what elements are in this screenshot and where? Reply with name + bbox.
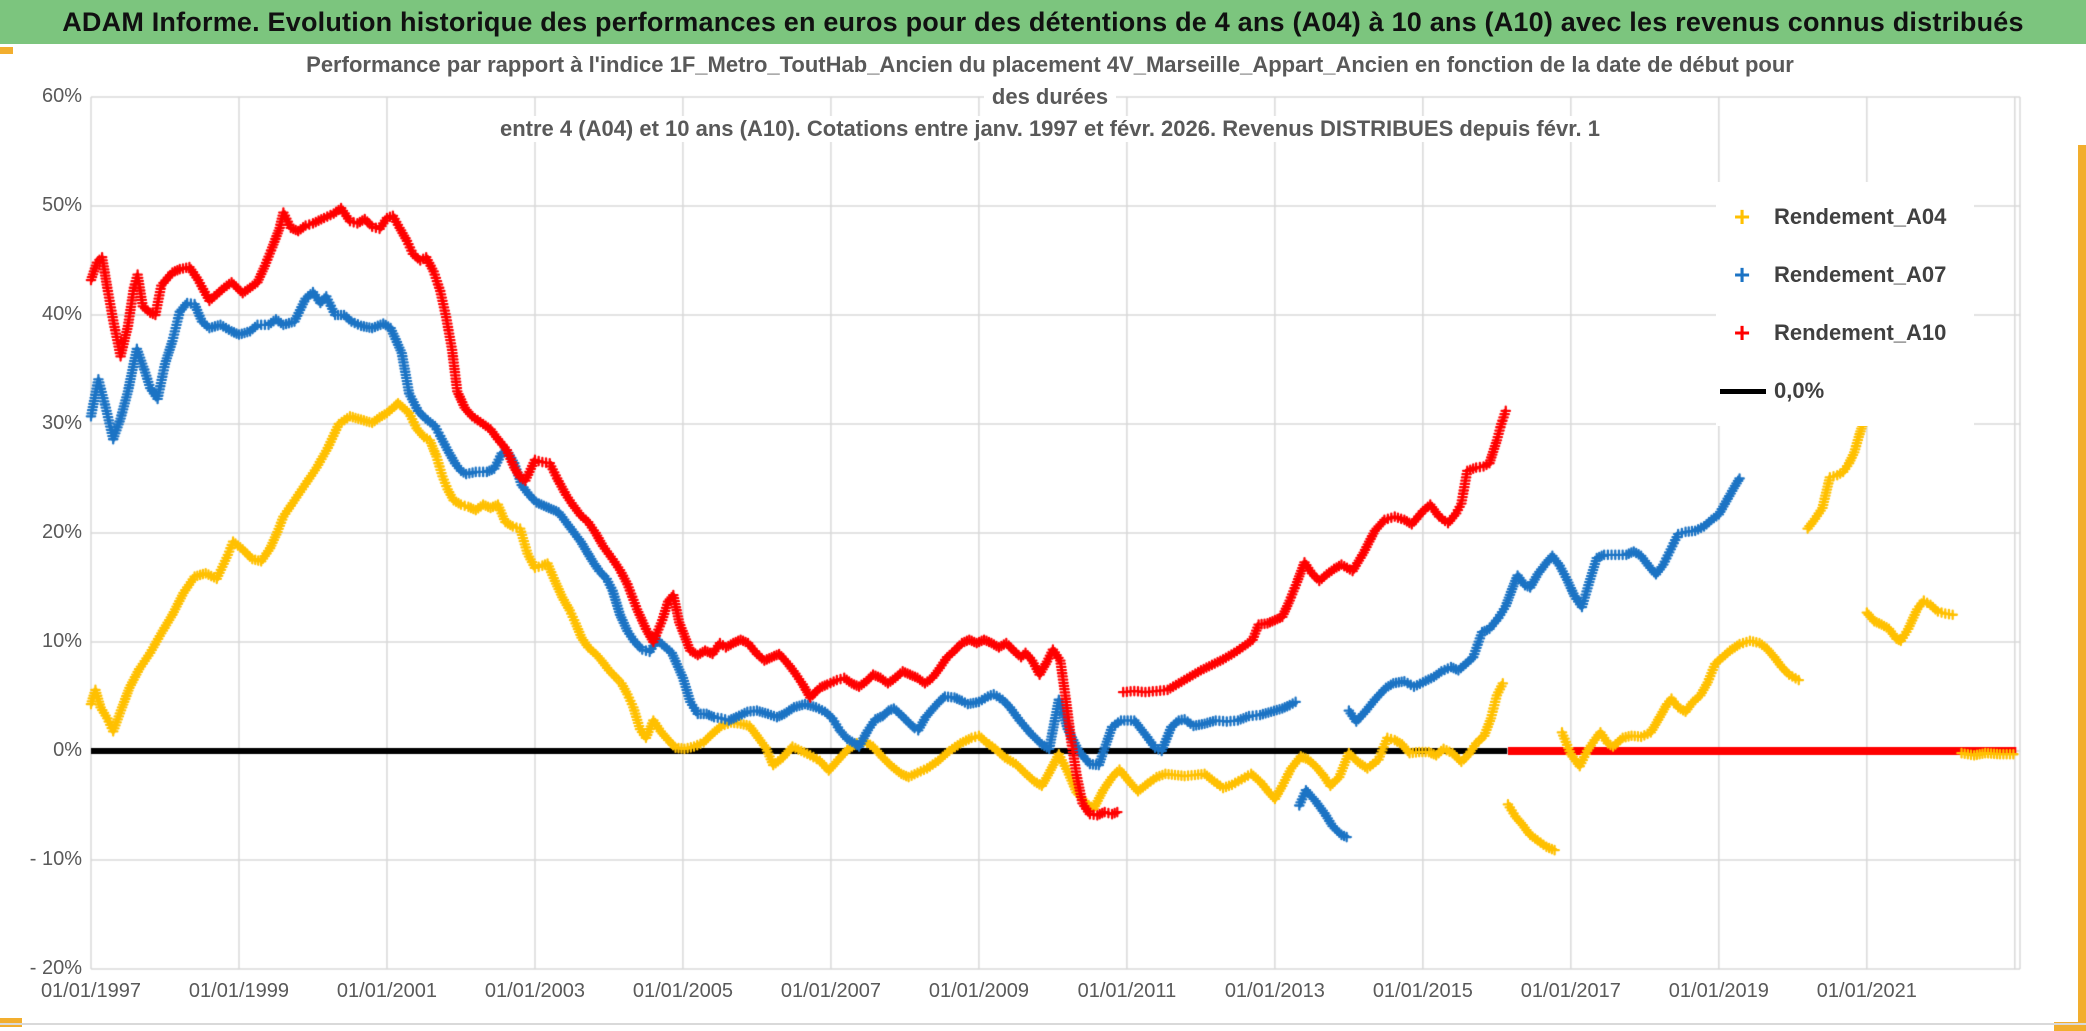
y-tick-label: - 10% [29,848,82,870]
legend-plus-marker-icon: + [1733,201,1751,232]
gold-border-bottom-right [2054,1022,2086,1031]
x-tick-label: 01/01/2013 [1224,980,1325,1002]
chart-title-line3: entre 4 (A04) et 10 ans (A10). Cotations… [150,116,1950,142]
window-bottom-edge [0,1023,2086,1025]
legend-label: Rendement_A04 [1774,204,1947,229]
y-tick-label: 30% [41,412,82,434]
legend-label: 0,0% [1774,378,1825,403]
legend-label: Rendement_A07 [1774,262,1947,287]
legend-plus-marker-icon: + [1733,317,1751,348]
x-tick-label: 01/01/1997 [40,980,142,1002]
legend-plus-marker-icon: + [1733,259,1751,290]
x-tick-label: 01/01/2019 [1668,980,1769,1002]
legend-item-0-0-: 0,0% [1716,362,1974,420]
x-tick-label: 01/01/2011 [1077,980,1177,1002]
chart-title-line2: des durées [150,84,1950,110]
gold-border-bottom-left [0,1018,22,1027]
y-tick-label: 10% [41,630,82,652]
legend-item-rendement-a04: + Rendement_A04 [1716,188,1974,246]
y-tick-label: - 20% [29,957,82,979]
y-tick-label: 20% [41,521,82,543]
legend-line-marker-icon [1720,388,1766,394]
y-tick-label: 40% [41,303,82,325]
y-tick-label: 60% [41,85,82,107]
chart-title-line1: Performance par rapport à l'indice 1F_Me… [150,52,1950,78]
chart-legend: + Rendement_A04 + Rendement_A07 + Rendement_A… [1716,182,1974,426]
x-tick-label: 01/01/2001 [336,980,438,1002]
x-tick-label: 01/01/2017 [1520,980,1621,1002]
gold-border-right [2078,145,2086,1031]
legend-item-rendement-a07: + Rendement_A07 [1716,246,1974,304]
y-tick-label: 50% [41,194,82,216]
gold-border-left-tab [0,47,13,54]
x-tick-label: 01/01/2015 [1372,980,1473,1002]
x-tick-label: 01/01/2005 [632,980,733,1002]
x-tick-label: 01/01/2003 [484,980,585,1002]
x-tick-label: 01/01/1999 [188,980,290,1002]
x-tick-label: 01/01/2009 [928,980,1029,1002]
legend-item-rendement-a10: + Rendement_A10 [1716,304,1974,362]
y-tick-label: 0% [53,739,82,761]
legend-label: Rendement_A10 [1774,320,1947,345]
x-tick-label: 01/01/2007 [780,980,881,1002]
x-tick-label: 01/01/2021 [1816,980,1917,1002]
